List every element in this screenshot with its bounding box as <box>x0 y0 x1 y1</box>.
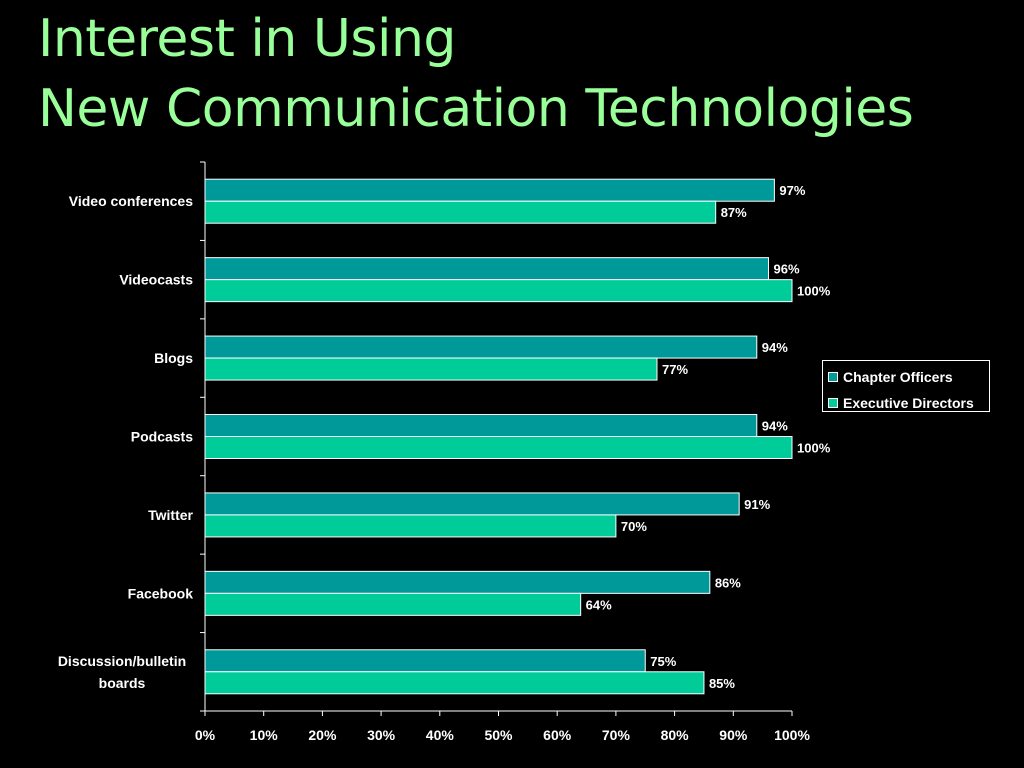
bar-chapter-officers <box>204 178 775 202</box>
bar-chapter-officers <box>204 335 758 359</box>
legend-label-executive-directors: Executive Directors <box>843 394 974 411</box>
x-tick-label: 90% <box>719 727 748 743</box>
x-tick-label: 40% <box>426 727 455 743</box>
bar-chapter-officers <box>204 492 740 516</box>
data-label-chapter-officers: 97% <box>779 183 805 198</box>
x-tick-label: 50% <box>484 727 513 743</box>
data-label-chapter-officers: 91% <box>744 497 770 512</box>
data-label-chapter-officers: 96% <box>774 262 800 277</box>
data-label-executive-directors: 64% <box>586 597 612 612</box>
category-label: Podcasts <box>131 429 193 445</box>
bar-executive-directors <box>204 592 582 616</box>
x-tick-labels: 0% 10% 20% 30% 40% 50% 60% 70% 80% 90% 100% <box>195 727 811 743</box>
legend-label-chapter-officers: Chapter Officers <box>843 368 953 385</box>
data-label-chapter-officers: 86% <box>715 575 741 590</box>
data-label-executive-directors: 85% <box>709 676 735 691</box>
x-tick-label: 20% <box>308 727 337 743</box>
data-label-chapter-officers: 94% <box>762 340 788 355</box>
category-label: Twitter <box>148 507 193 523</box>
x-tick-label: 0% <box>195 727 216 743</box>
x-tick-label: 60% <box>543 727 572 743</box>
slide-title: Interest in Using New Communication Tech… <box>38 4 914 144</box>
bar-chapter-officers <box>204 414 758 437</box>
x-tick-label: 80% <box>661 727 690 743</box>
category-label: Video conferences <box>69 193 193 209</box>
x-tick-label: 70% <box>602 727 631 743</box>
x-tick-label: 100% <box>774 727 810 743</box>
legend-item-executive-directors: Executive Directors <box>828 393 989 412</box>
category-label: Blogs <box>154 350 193 366</box>
legend-swatch-chapter-officers <box>828 371 838 382</box>
bar-executive-directors <box>204 436 793 459</box>
chart-bars <box>204 178 793 695</box>
data-label-executive-directors: 70% <box>621 519 647 534</box>
bar-executive-directors <box>204 357 658 381</box>
bar-chapter-officers <box>204 257 770 281</box>
bar-executive-directors <box>204 514 617 538</box>
bar-chapter-officers <box>204 649 646 673</box>
data-label-chapter-officers: 94% <box>762 419 788 434</box>
data-label-executive-directors: 100% <box>797 284 831 299</box>
bar-executive-directors <box>204 279 793 303</box>
category-label: Discussion/bulletin boards <box>58 653 186 691</box>
chart-legend: Chapter Officers Executive Directors <box>822 360 990 412</box>
slide-title-line-2: New Communication Technologies <box>38 79 914 139</box>
category-labels: Video conferences Videocasts Blogs Podcasts… <box>58 193 194 691</box>
x-tick-label: 30% <box>367 727 396 743</box>
bar-executive-directors <box>204 200 717 224</box>
bar-executive-directors <box>204 671 705 695</box>
data-label-executive-directors: 87% <box>721 205 747 220</box>
data-labels: 97% 87% 96% 100% 94% 77% 94% 100% 91% 70% 86% 64% 75… <box>586 183 831 691</box>
data-label-chapter-officers: 75% <box>650 654 676 669</box>
bar-chapter-officers <box>204 570 711 594</box>
data-label-executive-directors: 77% <box>662 362 688 377</box>
data-label-executive-directors: 100% <box>797 441 831 456</box>
legend-swatch-executive-directors <box>828 397 838 408</box>
x-tick-label: 10% <box>250 727 279 743</box>
category-label: Facebook <box>128 585 194 601</box>
category-label: Videocasts <box>119 272 193 288</box>
slide-title-line-1: Interest in Using <box>38 9 456 69</box>
legend-item-chapter-officers: Chapter Officers <box>828 367 989 386</box>
